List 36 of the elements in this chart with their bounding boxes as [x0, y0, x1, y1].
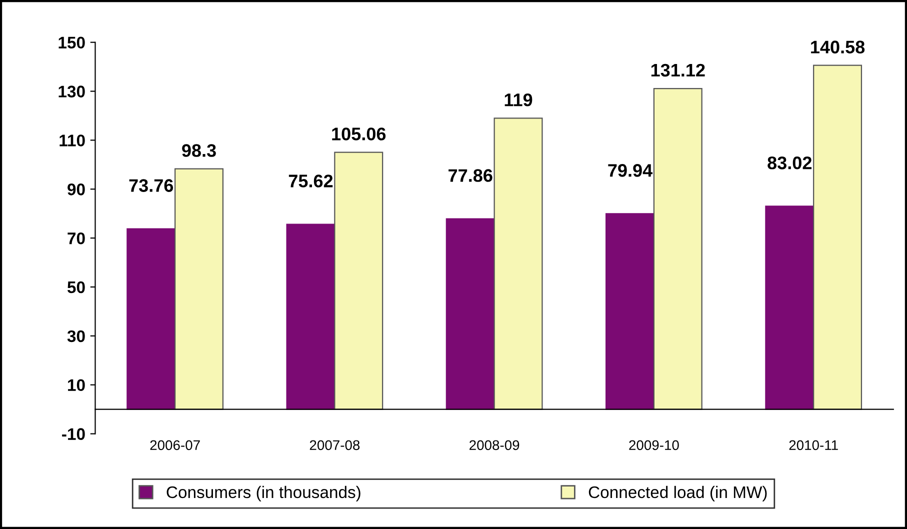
- y-tick-label: 90: [68, 184, 85, 196]
- x-tick-label: 2007-08: [310, 440, 360, 450]
- data-label: 77.86: [448, 169, 492, 182]
- y-tick-label: -10: [62, 428, 85, 440]
- bar: [334, 152, 384, 410]
- data-label: 73.76: [129, 179, 174, 192]
- x-tick-label: 2010-11: [789, 440, 838, 450]
- y-tick-label: 110: [60, 134, 85, 146]
- data-label: 75.62: [288, 174, 333, 188]
- bar: [446, 218, 495, 410]
- bar: [174, 168, 224, 410]
- x-tick-label: 2006-07: [150, 440, 200, 450]
- bar: [494, 118, 543, 410]
- data-label: 119: [504, 93, 532, 106]
- y-tick-label: 150: [58, 36, 85, 49]
- bar: [813, 64, 862, 410]
- x-tick-label: 2008-09: [470, 440, 520, 450]
- data-label: 140.58: [811, 40, 865, 54]
- x-tick-label: 2009-10: [629, 440, 679, 450]
- bar: [765, 206, 814, 410]
- legend-label: Consumers (in thousands): [166, 486, 360, 502]
- legend-label: Connected load (in MW): [588, 486, 767, 502]
- data-label: 131.12: [651, 64, 705, 77]
- bar: [653, 88, 702, 410]
- bar: [286, 224, 336, 410]
- data-label: 79.94: [608, 164, 652, 177]
- data-label: 83.02: [768, 156, 812, 170]
- data-label: 105.06: [332, 128, 386, 140]
- bar: [126, 228, 176, 410]
- y-tick-label: 30: [67, 330, 85, 342]
- y-tick-label: 10: [68, 379, 85, 392]
- bar: [606, 213, 654, 410]
- y-tick-label: 70: [68, 232, 85, 244]
- data-label: 98.3: [182, 144, 216, 157]
- y-tick-label: 50: [67, 281, 85, 294]
- y-tick-label: 130: [58, 86, 85, 98]
